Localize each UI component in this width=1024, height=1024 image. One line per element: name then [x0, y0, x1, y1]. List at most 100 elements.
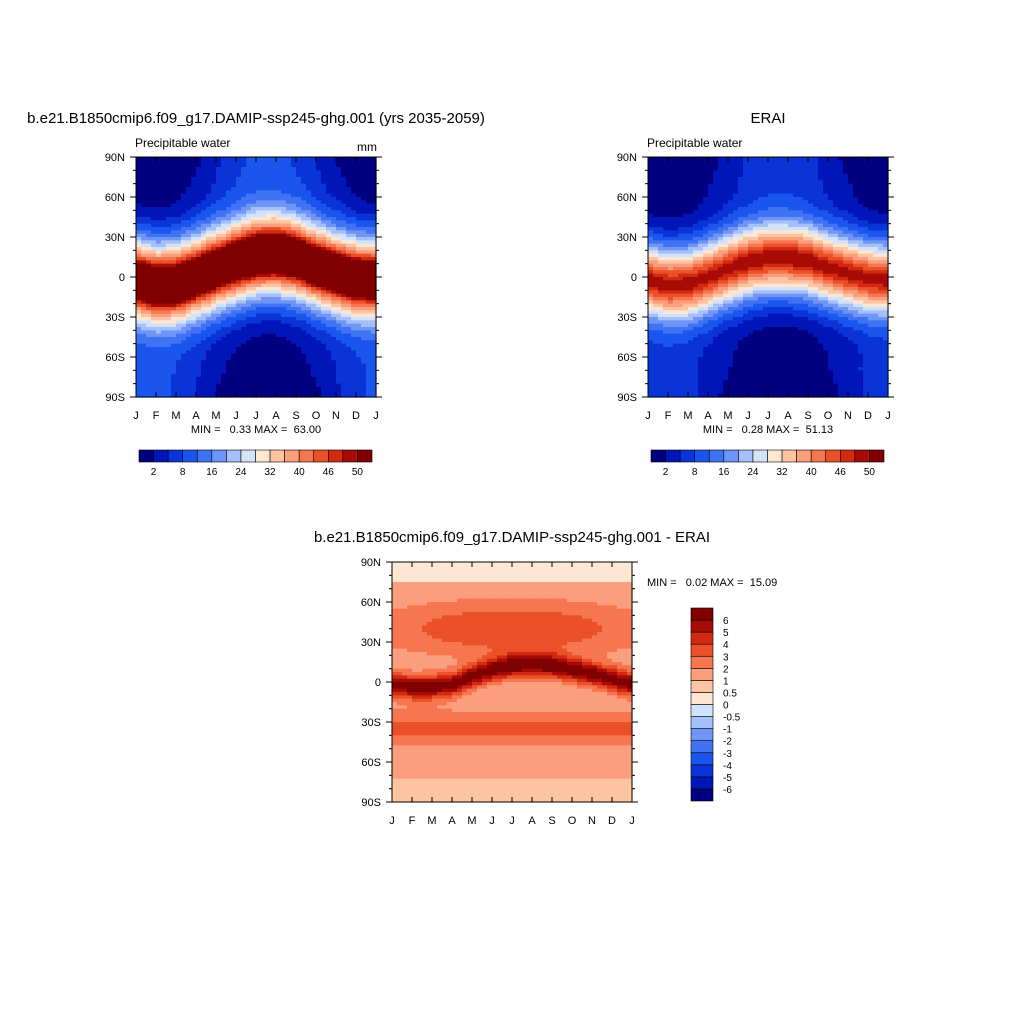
contour-cell	[366, 317, 372, 321]
contour-cell	[251, 337, 257, 341]
contour-cell	[221, 237, 227, 241]
contour-cell	[221, 363, 227, 368]
contour-cell	[276, 293, 282, 298]
contour-cell	[161, 350, 167, 355]
contour-cell	[256, 207, 262, 211]
contour-cell	[321, 350, 327, 355]
contour-cell	[261, 357, 267, 361]
contour-cell	[256, 183, 262, 188]
contour-cell	[196, 333, 202, 338]
contour-cell	[196, 193, 202, 198]
contour-cell	[136, 207, 142, 211]
contour-cell	[301, 270, 307, 275]
contour-cell	[221, 180, 227, 185]
contour-cell	[371, 180, 377, 185]
contour-cell	[296, 283, 302, 288]
contour-cell	[236, 290, 242, 295]
contour-cell	[351, 297, 357, 301]
contour-cell	[261, 247, 267, 251]
contour-cell	[351, 183, 357, 188]
contour-cell	[276, 267, 282, 271]
contour-cell	[226, 193, 232, 198]
contour-cell	[211, 287, 217, 291]
contour-cell	[146, 173, 152, 178]
contour-cell	[251, 303, 257, 308]
colorbar-swatch	[240, 449, 256, 463]
contour-cell	[326, 213, 332, 218]
contour-cell	[151, 293, 157, 298]
contour-cell	[261, 173, 267, 178]
contour-cell	[361, 313, 367, 318]
contour-cell	[171, 327, 177, 331]
contour-cell	[216, 347, 222, 351]
contour-cell	[236, 257, 242, 261]
contour-cell	[366, 223, 372, 228]
contour-cell	[306, 220, 312, 225]
contour-cell	[151, 297, 157, 301]
contour-cell	[371, 263, 377, 268]
contour-cell	[206, 333, 212, 338]
contour-cell	[356, 183, 362, 188]
contour-cell	[321, 207, 327, 211]
contour-cell	[276, 233, 282, 238]
contour-cell	[151, 263, 157, 268]
contour-cell	[356, 220, 362, 225]
contour-cell	[326, 287, 332, 291]
contour-cell	[361, 243, 367, 248]
contour-cell	[256, 323, 262, 328]
contour-cell	[176, 333, 182, 338]
contour-cell	[291, 187, 297, 191]
contour-cell	[181, 333, 187, 338]
contour-cell	[366, 260, 372, 265]
contour-cell	[176, 367, 182, 371]
contour-cell	[366, 267, 372, 271]
contour-cell	[176, 167, 182, 171]
contour-cell	[221, 307, 227, 311]
contour-cell	[306, 160, 312, 165]
contour-cell	[231, 233, 237, 238]
contour-cell	[146, 363, 152, 368]
contour-cell	[296, 240, 302, 245]
contour-cell	[161, 273, 167, 278]
contour-cell	[236, 360, 242, 365]
contour-cell	[216, 337, 222, 341]
contour-cell	[261, 343, 267, 348]
contour-cell	[276, 240, 282, 245]
contour-cell	[311, 287, 317, 291]
contour-cell	[191, 363, 197, 368]
contour-cell	[366, 330, 372, 335]
contour-cell	[156, 337, 162, 341]
contour-cell	[221, 330, 227, 335]
contour-cell	[171, 250, 177, 255]
contour-cell	[166, 180, 172, 185]
contour-cell	[286, 203, 292, 208]
contour-cell	[346, 203, 352, 208]
contour-cell	[266, 273, 272, 278]
contour-cell	[311, 200, 317, 205]
contour-cell	[311, 267, 317, 271]
contour-cell	[166, 177, 172, 181]
contour-cell	[321, 327, 327, 331]
contour-cell	[236, 193, 242, 198]
contour-cell	[311, 323, 317, 328]
contour-cell	[356, 313, 362, 318]
contour-cell	[336, 163, 342, 168]
contour-cell	[201, 303, 207, 308]
contour-cell	[211, 210, 217, 215]
contour-cell	[186, 253, 192, 258]
contour-cell	[281, 287, 287, 291]
contour-cell	[261, 163, 267, 168]
contour-cell	[226, 343, 232, 348]
contour-cell	[221, 347, 227, 351]
contour-cell	[226, 317, 232, 321]
contour-cell	[141, 233, 147, 238]
contour-cell	[171, 170, 177, 175]
contour-cell	[186, 227, 192, 231]
contour-cell	[161, 253, 167, 258]
contour-cell	[221, 357, 227, 361]
contour-cell	[336, 247, 342, 251]
contour-cell	[186, 350, 192, 355]
contour-cell	[261, 210, 267, 215]
contour-cell	[361, 223, 367, 228]
contour-cell	[181, 320, 187, 325]
